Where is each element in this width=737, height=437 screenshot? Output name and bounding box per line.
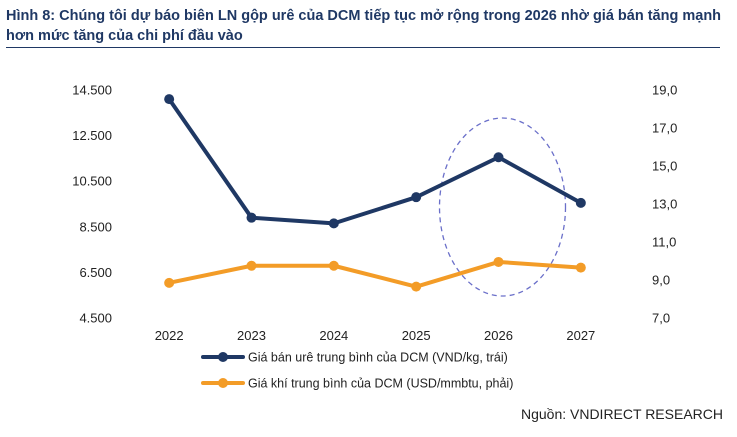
x-tick-label-2027: 2027 [566,328,595,343]
annotation-ellipse [438,117,567,297]
point-ure-price-2024 [328,218,339,229]
legend: Giá bán urê trung bình của DCM (VND/kg, … [201,351,513,391]
left-y-axis: 4.500 6.500 8.500 10.500 12.500 14.500 [72,83,112,326]
annotation-layer [438,117,567,297]
right-tick-label-4: 15,0 [652,159,677,174]
point-ure-price-2023 [246,212,257,223]
x-axis: 2022 2023 2024 2025 2026 2027 [155,328,596,343]
point-gas-price-2024 [328,260,339,271]
legend-label-gas-price: Giá khí trung bình của DCM (USD/mmbtu, p… [248,377,513,391]
point-gas-price-2027 [575,262,586,273]
right-tick-label-5: 17,0 [652,121,677,136]
source-note: Nguồn: VNDIRECT RESEARCH [520,406,723,422]
right-tick-label-0: 7,0 [652,311,670,326]
point-ure-price-2025 [411,192,422,203]
point-gas-price-2026 [493,256,504,267]
title-divider [6,47,720,48]
x-tick-label-2023: 2023 [237,328,266,343]
x-tick-label-2025: 2025 [402,328,431,343]
right-tick-label-2: 11,0 [652,235,676,250]
left-tick-label-5: 14.500 [72,83,112,98]
series-layer [164,94,586,292]
legend-marker-ure-price [218,352,228,362]
x-tick-label-2026: 2026 [484,328,513,343]
point-ure-price-2026 [493,152,504,163]
left-tick-label-3: 10.500 [72,174,112,189]
right-tick-label-3: 13,0 [652,197,677,212]
point-gas-price-2022 [164,277,175,288]
point-gas-price-2023 [246,260,257,271]
point-ure-price-2022 [164,94,175,105]
right-tick-label-1: 9,0 [652,273,670,288]
point-gas-price-2025 [411,281,422,292]
left-tick-label-0: 4.500 [79,311,112,326]
series-line-ure-price [167,97,583,226]
right-y-axis: 7,0 9,0 11,0 13,0 15,0 17,0 19,0 [652,83,677,326]
series-line-gas-price [167,259,583,289]
left-tick-label-4: 12.500 [72,128,112,143]
x-tick-label-2022: 2022 [155,328,184,343]
legend-marker-gas-price [218,378,228,388]
chart-title: Hình 8: Chúng tôi dự báo biên LN gộp urê… [6,8,722,44]
x-tick-label-2024: 2024 [319,328,348,343]
point-ure-price-2027 [575,197,586,208]
left-tick-label-1: 6.500 [79,265,112,280]
right-tick-label-6: 19,0 [652,83,677,98]
left-tick-label-2: 8.500 [79,219,112,234]
legend-label-ure-price: Giá bán urê trung bình của DCM (VND/kg, … [248,351,508,365]
